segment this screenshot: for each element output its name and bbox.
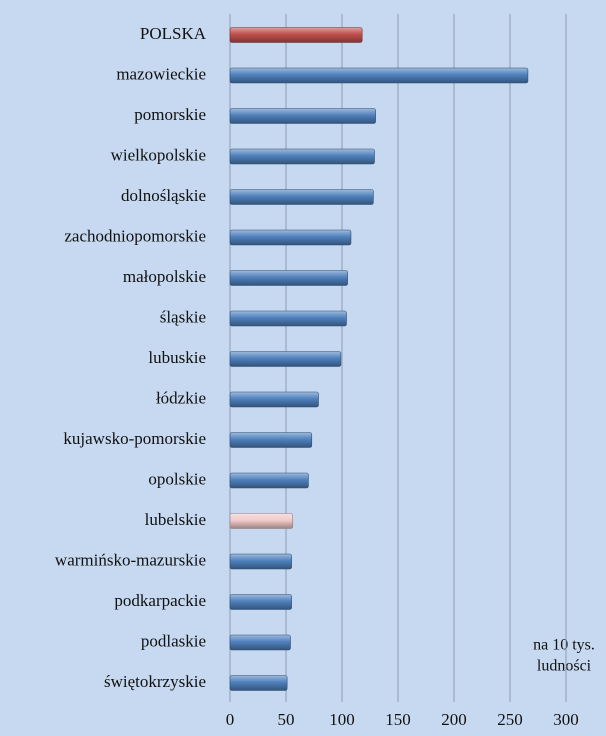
- bar: [229, 148, 375, 165]
- y-tick-label: pomorskie: [134, 105, 206, 124]
- bar: [229, 513, 294, 529]
- bar: [229, 675, 288, 691]
- y-tick-label: warmińsko-mazurskie: [55, 550, 206, 569]
- x-tick-label: 250: [497, 710, 523, 729]
- y-tick-label: POLSKA: [140, 24, 207, 43]
- bar: [229, 27, 363, 43]
- bar: [229, 634, 291, 651]
- annotation: na 10 tys.: [533, 637, 595, 654]
- x-tick-label: 150: [385, 710, 411, 729]
- y-tick-label: wielkopolskie: [111, 145, 206, 164]
- y-tick-label: śląskie: [160, 307, 206, 326]
- y-tick-label: dolnośląskie: [121, 186, 206, 205]
- y-tick-label: świętokrzyskie: [104, 672, 206, 691]
- x-tick-label: 200: [441, 710, 467, 729]
- bar: [229, 67, 529, 84]
- bar: [229, 391, 319, 408]
- bar: [229, 553, 292, 570]
- bar: [229, 229, 352, 246]
- y-tick-label: lubuskie: [148, 348, 206, 367]
- annotation: ludności: [537, 658, 592, 675]
- x-tick-label: 0: [226, 710, 235, 729]
- x-tick-label: 50: [278, 710, 295, 729]
- bar: [229, 270, 348, 286]
- bar: [229, 351, 342, 367]
- bar: [229, 189, 374, 205]
- y-tick-label: kujawsko-pomorskie: [63, 429, 206, 448]
- bar: [229, 594, 292, 610]
- y-tick-label: mazowieckie: [116, 64, 206, 83]
- y-tick-label: lubelskie: [145, 510, 206, 529]
- bar: [229, 472, 309, 489]
- bar: [229, 108, 376, 124]
- y-tick-label: zachodniopomorskie: [64, 226, 206, 245]
- bar: [229, 432, 313, 448]
- y-tick-label: opolskie: [148, 469, 206, 488]
- y-tick-label: małopolskie: [123, 267, 206, 286]
- bar: [229, 310, 347, 327]
- y-tick-label: podlaskie: [141, 631, 206, 650]
- x-tick-label: 300: [553, 710, 579, 729]
- y-tick-label: podkarpackie: [114, 591, 206, 610]
- y-tick-label: łódzkie: [156, 388, 206, 407]
- x-tick-label: 100: [329, 710, 355, 729]
